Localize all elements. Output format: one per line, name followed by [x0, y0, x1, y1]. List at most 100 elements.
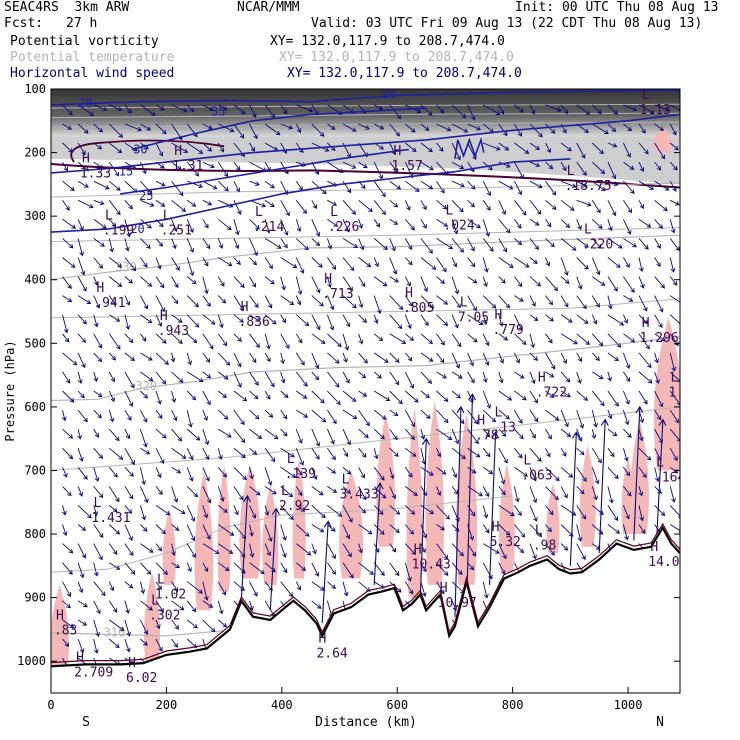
wind-vector — [233, 238, 240, 250]
wind-vector — [280, 505, 294, 521]
y-tick-label: 1000 — [17, 654, 46, 668]
wind-vector — [420, 390, 430, 399]
wind-vector — [93, 333, 103, 349]
wind-vector — [451, 257, 458, 268]
wind-vector — [560, 314, 573, 323]
wind-vector — [638, 333, 650, 350]
hl-marker: H1.33 — [80, 151, 111, 181]
wind-vector — [311, 352, 320, 370]
wind-vector — [171, 638, 178, 648]
hl-marker: L.251 — [161, 209, 192, 239]
pv-shading-plume — [455, 413, 478, 585]
wind-vector — [436, 371, 447, 379]
hl-letter: H — [440, 581, 448, 596]
hl-letter: L — [445, 204, 453, 219]
wind-vector — [467, 142, 477, 160]
wind-vector — [654, 352, 659, 364]
wind-vector — [389, 409, 399, 416]
wind-vector — [545, 333, 553, 344]
wind-vector — [622, 142, 631, 158]
wind-vector — [171, 257, 180, 271]
wind-vector — [623, 257, 630, 268]
wind-vector — [155, 295, 166, 313]
hl-value: .139 — [285, 467, 316, 482]
wind-vector — [202, 333, 214, 350]
wind-vector — [62, 333, 70, 343]
wind-vector — [545, 543, 555, 556]
wind-vector — [186, 428, 201, 441]
hl-letter: H — [394, 144, 402, 159]
y-tick-label: 100 — [24, 82, 46, 96]
wind-vector — [249, 543, 255, 558]
wind-vector — [436, 486, 442, 497]
wind-vector — [202, 428, 210, 446]
wind-vector — [529, 142, 541, 151]
hl-value: .226 — [328, 220, 359, 235]
wind-vector — [404, 428, 415, 441]
wind-vector — [218, 218, 232, 231]
wind-vector — [264, 352, 271, 363]
wind-vector — [654, 314, 663, 328]
wind-vector — [669, 390, 680, 406]
wind-vector — [607, 524, 621, 534]
wind-vector — [467, 466, 477, 474]
wind-vector — [669, 219, 676, 234]
wind-vector — [61, 505, 67, 516]
wind-vector — [93, 428, 99, 438]
wind-vector — [171, 600, 185, 611]
pv-shading-plume — [339, 470, 364, 579]
wind-vector — [482, 276, 488, 288]
hl-marker: H5.32 — [490, 520, 521, 550]
wind-vector — [545, 428, 552, 440]
wind-vector — [654, 238, 661, 249]
wind-vector — [124, 314, 131, 330]
hl-marker: L.199 — [103, 209, 134, 239]
field-name-wind: Horizontal wind speed — [10, 66, 175, 81]
hl-letter: H — [241, 300, 249, 315]
hl-marker: H1.57 — [391, 144, 422, 174]
wind-vector — [295, 486, 303, 497]
wind-vector — [217, 600, 224, 615]
wind-vector — [498, 314, 504, 327]
wind-vector — [467, 123, 482, 131]
wind-vector — [389, 352, 400, 363]
wind-vector — [560, 428, 572, 438]
wind-vector — [93, 371, 99, 383]
hl-marker: H.941 — [94, 281, 125, 311]
wind-vector — [295, 276, 303, 296]
wind-vector — [202, 467, 210, 482]
hl-marker: L7.05 — [458, 296, 489, 326]
hl-value: .18.75 — [565, 179, 612, 194]
wind-vector — [389, 180, 402, 190]
wind-vector — [560, 257, 569, 276]
wind-vector — [482, 581, 489, 599]
wind-vector — [249, 238, 258, 257]
valid-time: Valid: 03 UTC Fri 09 Aug 13 (22 CDT Thu … — [311, 16, 703, 31]
wind-vector — [280, 295, 295, 306]
wind-vector — [404, 505, 416, 515]
wind-vector — [529, 123, 543, 138]
wind-vector — [358, 238, 365, 251]
wind-vector — [436, 505, 450, 520]
updraft-vector — [465, 393, 476, 611]
updraft-vector — [373, 482, 384, 585]
wind-vector — [217, 238, 224, 249]
wind-vector — [342, 505, 353, 523]
wind-vector — [202, 219, 209, 229]
y-tick-label: 200 — [24, 146, 46, 160]
wind-vector — [404, 257, 413, 266]
wind-vector — [217, 486, 225, 502]
wind-vector — [358, 257, 372, 268]
wind-vector — [249, 199, 267, 208]
wind-vector — [404, 314, 412, 330]
wind-vector — [233, 390, 248, 402]
wind-vector — [171, 161, 182, 171]
wind-vector — [638, 200, 645, 209]
wind-vector — [654, 142, 665, 160]
wind-vector — [451, 486, 459, 495]
wind-vector — [482, 257, 489, 273]
wind-vector — [498, 276, 506, 284]
wind-vector — [93, 543, 103, 561]
wind-vector — [591, 161, 606, 175]
